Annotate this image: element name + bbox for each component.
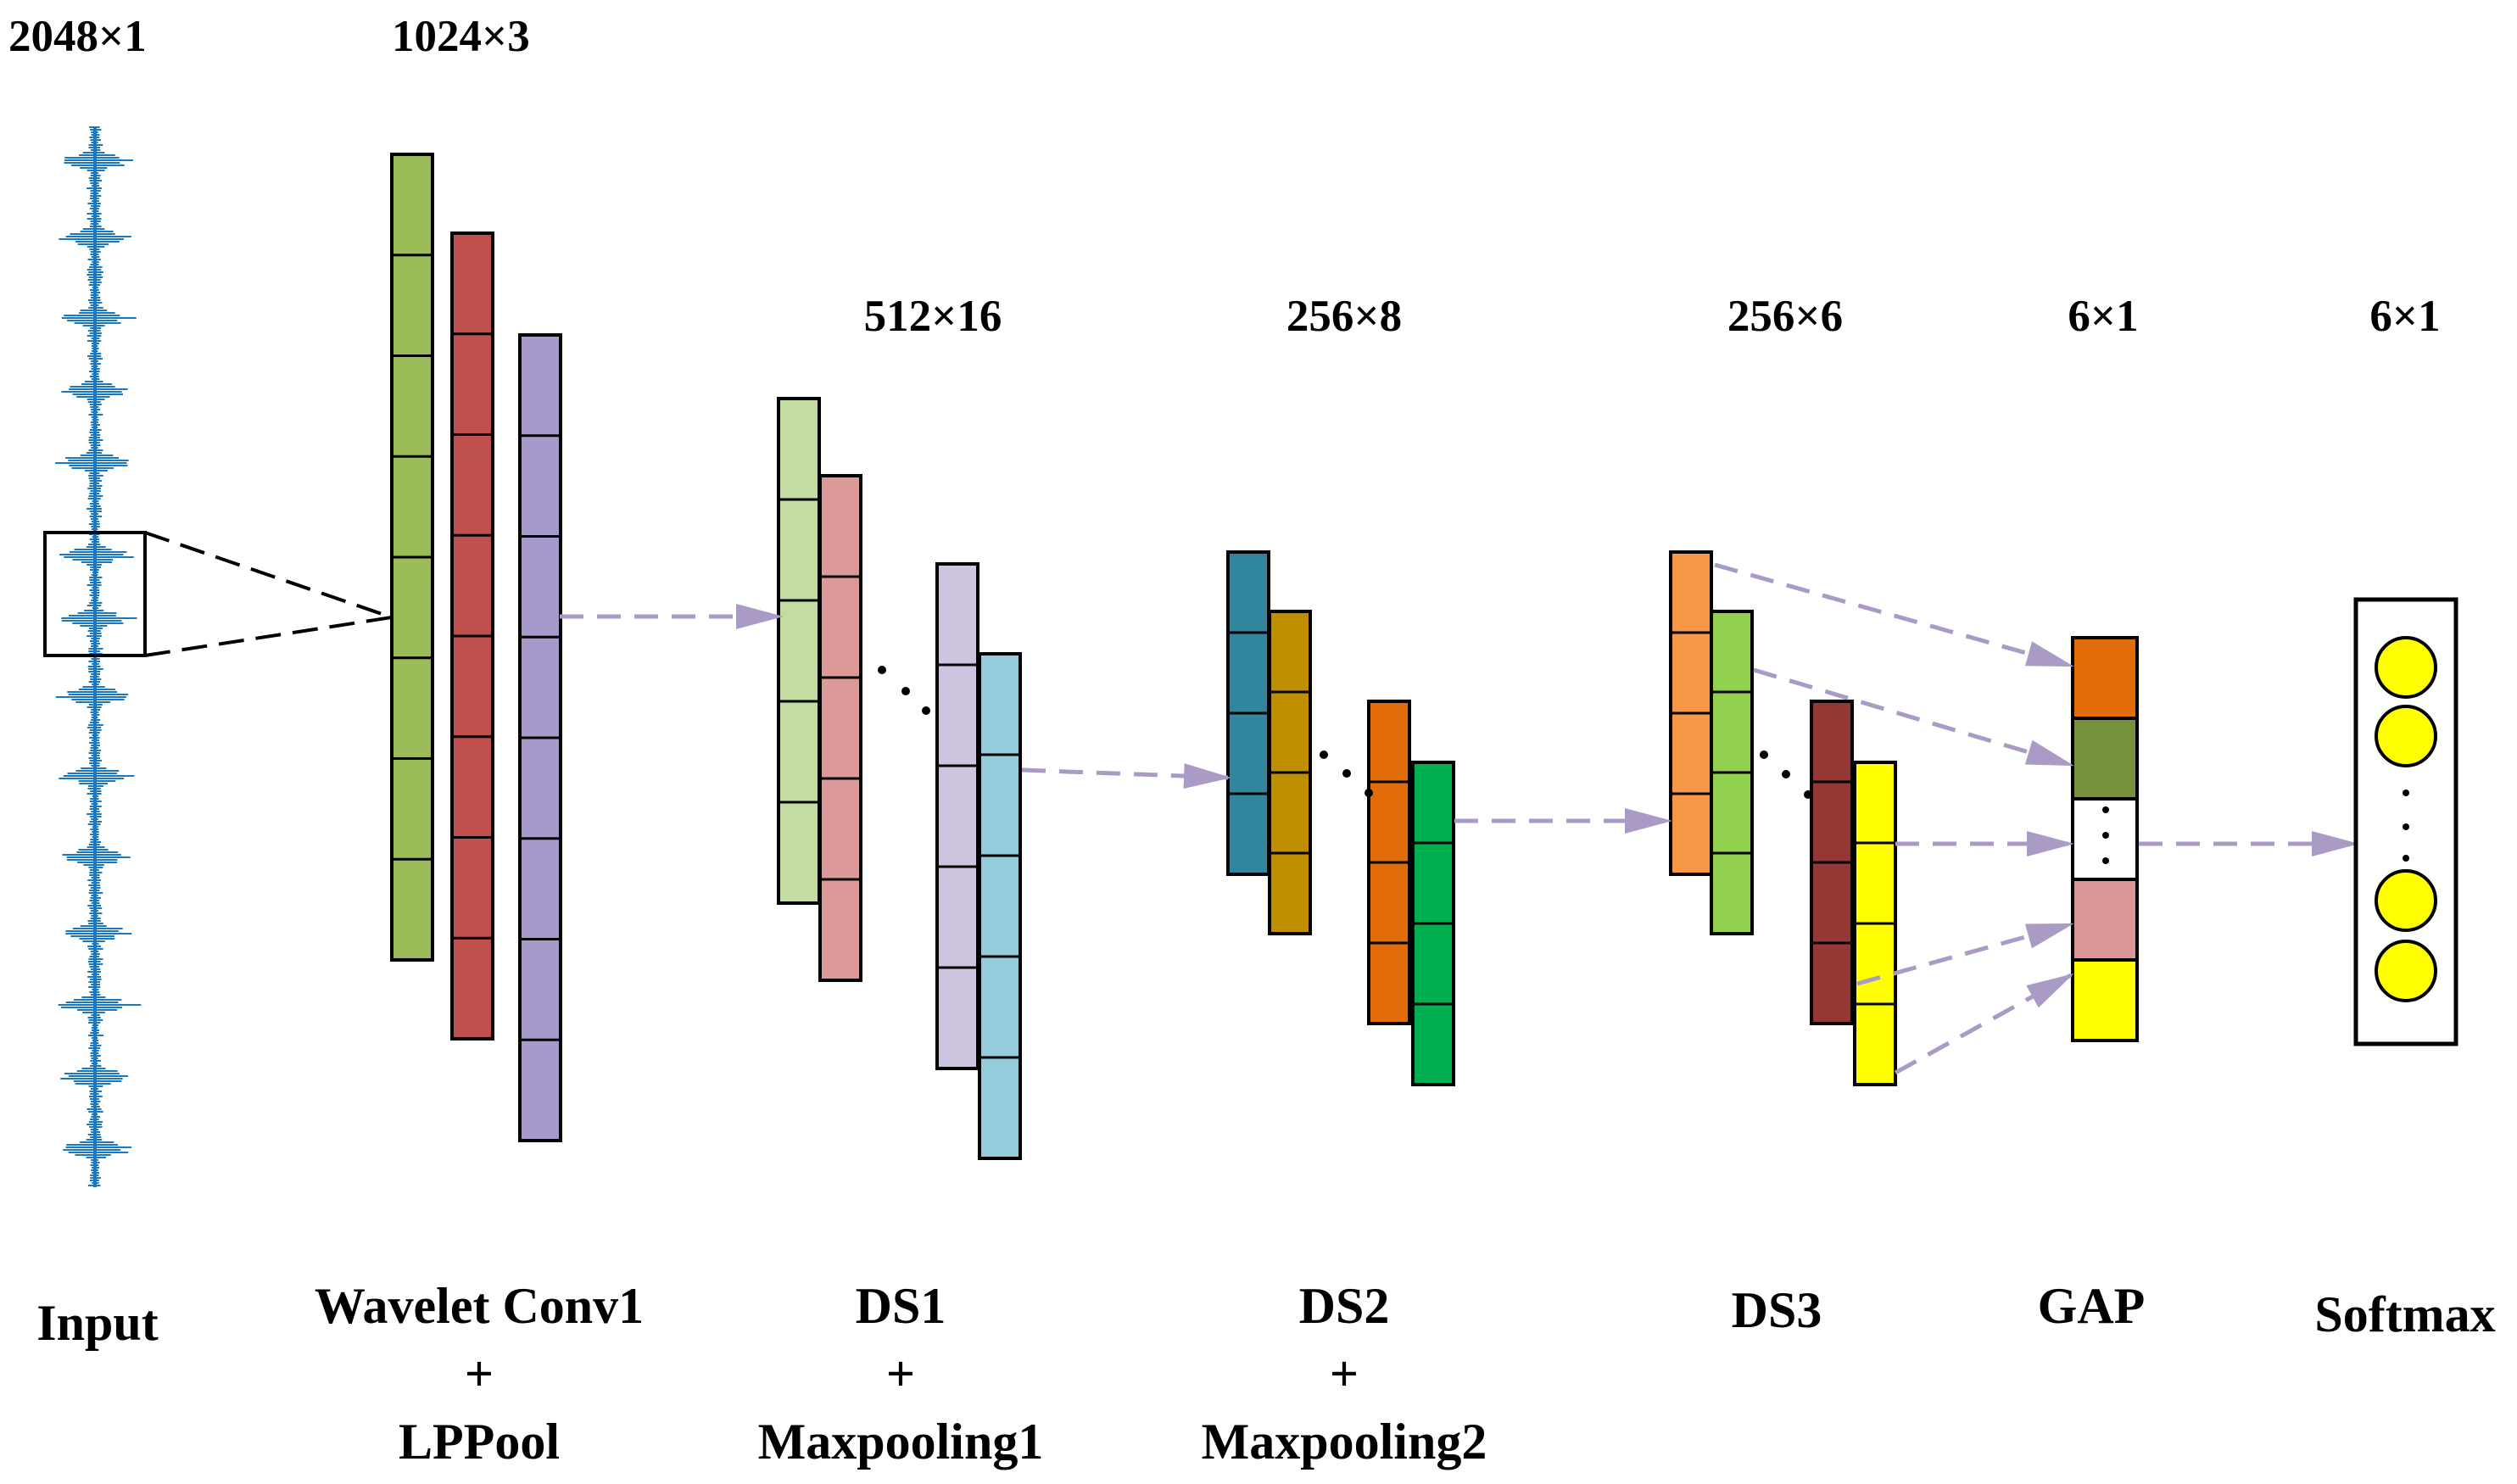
input-stage-label: Input [36, 1295, 158, 1351]
ds1-stage-label-line1: DS1 [856, 1278, 946, 1334]
ds1-dimension-label: 512×16 [864, 292, 1002, 341]
ds2-stage-label-line3: Maxpooling2 [1202, 1414, 1487, 1470]
arrow-ds1-to-ds2 [1021, 763, 1231, 789]
gap-stage-label: GAP [2038, 1278, 2146, 1334]
softmax-node-2 [2375, 705, 2437, 767]
feature-map-columns [390, 153, 2139, 1160]
gap-dimension-label: 6×1 [2068, 292, 2138, 341]
gap-cell-4 [2071, 878, 2139, 962]
connector-arrows [560, 562, 2359, 1075]
arrow-ds3-to-gap-5 [1894, 973, 2074, 1075]
ds3-dimension-label: 256×6 [1727, 292, 1843, 341]
ds2-dimension-label: 256×8 [1286, 292, 1402, 341]
input-dimension-label: 2048×1 [8, 12, 147, 61]
ds1-feature-column-2 [818, 474, 862, 982]
gap-cell-2 [2071, 717, 2139, 801]
ds1-feature-column-4 [978, 652, 1022, 1160]
softmax-node-3 [2375, 869, 2437, 932]
ds2-stage-label-line1: DS2 [1299, 1278, 1390, 1334]
softmax-node-4 [2375, 940, 2437, 1002]
softmax-node-1 [2375, 636, 2437, 699]
ds1-stage-label-line2: + [886, 1346, 915, 1402]
ds1-stage-label-line3: Maxpooling1 [758, 1414, 1044, 1470]
ds2-ellipsis-dots [1320, 750, 1373, 797]
ds3-ellipsis-dots [1760, 750, 1812, 799]
waveform-trace [55, 126, 142, 1186]
ds1-feature-column-3 [935, 562, 979, 1070]
softmax-ellipsis-dots [2403, 789, 2409, 862]
conv1-stage-label-line3: LPPool [399, 1414, 560, 1470]
ds3-stage-label: DS3 [1732, 1282, 1822, 1338]
softmax-dimension-label: 6×1 [2369, 292, 2440, 341]
zoom-window [43, 531, 147, 657]
arrow-ds3-to-gap-2 [1753, 667, 2074, 767]
gap-ellipsis-dots [2102, 806, 2109, 864]
gap-cell-5 [2071, 958, 2139, 1042]
conv1-stage-label-line1: Wavelet Conv1 [315, 1278, 644, 1334]
ds2-stage-label-line2: + [1330, 1346, 1359, 1402]
softmax-stage-label: Softmax [2314, 1286, 2495, 1342]
conv1-dimension-label: 1024×3 [392, 12, 530, 61]
gap-cell-1 [2071, 636, 2139, 720]
arrow-ds3-to-gap-1 [1714, 562, 2074, 668]
zoom-projection-bottom [144, 616, 393, 657]
zoom-projection-top [144, 531, 393, 619]
conv1-stage-label-line2: + [465, 1346, 494, 1402]
ds1-ellipsis-dots [878, 666, 930, 715]
ds1-feature-column-1 [777, 397, 821, 905]
